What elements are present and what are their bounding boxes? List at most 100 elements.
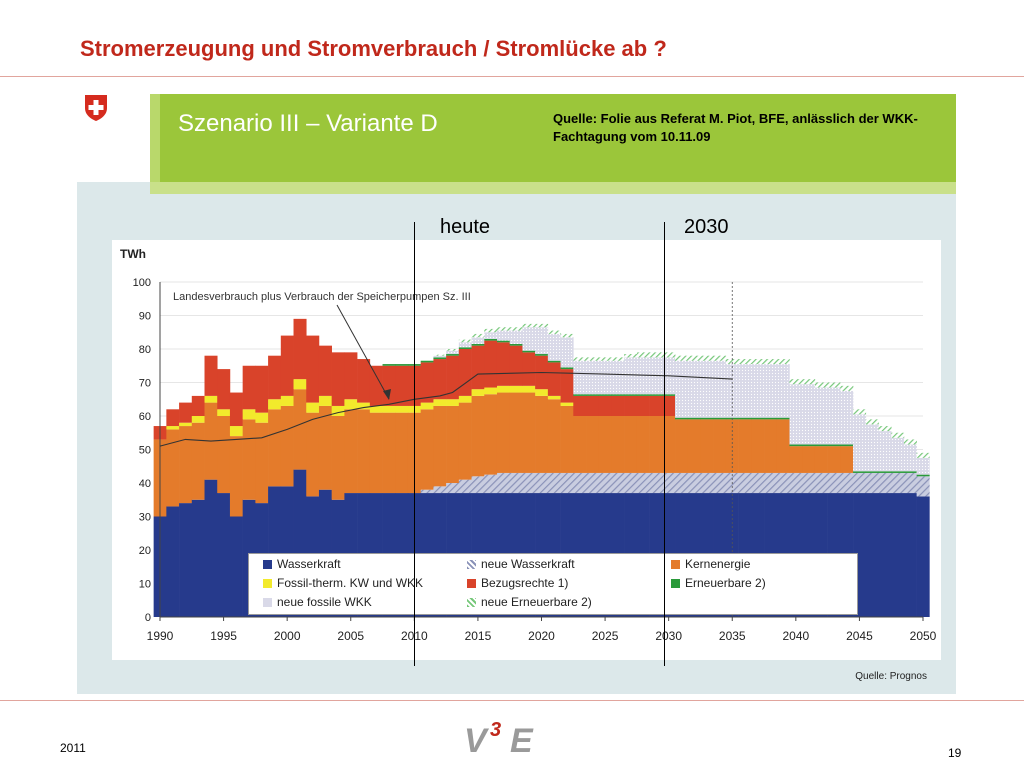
y-axis-unit-label: TWh: [120, 247, 146, 261]
bar-segment-kernenergie: [229, 436, 243, 517]
bar-segment-neue-fossile: [458, 342, 472, 348]
marker-heute-label: heute: [440, 216, 491, 238]
y-tick-label: 50: [139, 445, 151, 457]
bar-segment-neue-fossile: [509, 330, 523, 344]
footer-divider: [0, 700, 1024, 701]
bar-segment-neue-wasserkraft: [547, 472, 561, 494]
bar-segment-neue-erneuerbare: [675, 355, 689, 361]
bar-segment-bezugsrechte: [204, 355, 218, 396]
bar-segment-fossil: [357, 402, 371, 410]
bar-segment-kernenergie: [713, 419, 727, 473]
bar-segment-erneuerbare: [891, 471, 905, 473]
legend-item-wasserkraft: Wasserkraft: [263, 557, 341, 571]
bar-segment-bezugsrechte: [598, 395, 612, 416]
bar-segment-neue-erneuerbare: [535, 323, 549, 328]
bar-segment-erneuerbare: [446, 354, 460, 356]
svg-text:V: V: [464, 722, 490, 758]
bar-segment-kernenergie: [268, 409, 282, 487]
bar-segment-kernenergie: [166, 429, 180, 507]
bar-segment-neue-erneuerbare: [891, 432, 905, 438]
annotation-text: Landesverbrauch plus Verbrauch der Speic…: [173, 291, 471, 303]
bar-segment-erneuerbare: [738, 417, 752, 420]
bar-segment-neue-wasserkraft: [522, 472, 536, 494]
bar-segment-neue-wasserkraft: [509, 472, 523, 494]
bar-segment-kernenergie: [764, 419, 778, 473]
legend-swatch: [263, 578, 272, 588]
bar-segment-kernenergie: [738, 419, 752, 473]
x-tick-label: 2000: [274, 629, 301, 643]
bar-segment-bezugsrechte: [318, 345, 332, 396]
svg-text:E: E: [510, 722, 534, 758]
bar-segment-neue-erneuerbare: [916, 452, 930, 458]
bar-segment-bezugsrechte: [522, 352, 536, 386]
bar-segment-erneuerbare: [522, 350, 536, 353]
legend-label: neue fossile WKK: [277, 595, 372, 609]
bar-segment-bezugsrechte: [586, 395, 600, 416]
bar-segment-erneuerbare: [827, 444, 841, 447]
bar-segment-neue-wasserkraft: [560, 472, 574, 494]
bar-segment-neue-erneuerbare: [547, 330, 561, 334]
x-tick-label: 1995: [210, 629, 237, 643]
legend-item-bezugsrechte: Bezugsrechte 1): [467, 576, 568, 590]
legend-swatch: [263, 597, 272, 607]
bar-segment-bezugsrechte: [624, 395, 638, 416]
bar-segment-kernenergie: [560, 405, 574, 473]
bar-segment-neue-erneuerbare: [802, 379, 816, 385]
y-tick-label: 40: [139, 478, 151, 490]
bar-segment-neue-wasserkraft: [878, 472, 892, 494]
bar-segment-neue-erneuerbare: [611, 357, 625, 361]
bar-segment-neue-fossile: [522, 327, 536, 351]
bar-segment-kernenergie: [382, 412, 396, 494]
bar-segment-neue-wasserkraft: [624, 472, 638, 494]
y-tick-label: 100: [133, 277, 151, 289]
legend-swatch: [671, 578, 680, 588]
bar-segment-neue-erneuerbare: [764, 359, 778, 365]
x-tick-label: 2015: [465, 629, 492, 643]
legend-item-neue-wasserkraft: neue Wasserkraft: [467, 557, 575, 571]
bar-segment-fossil: [217, 409, 231, 416]
bar-segment-neue-fossile: [764, 364, 778, 418]
bar-segment-fossil: [331, 405, 345, 416]
bar-segment-erneuerbare: [776, 417, 790, 420]
x-tick-label: 2035: [719, 629, 746, 643]
y-tick-label: 90: [139, 311, 151, 323]
bar-segment-neue-fossile: [865, 424, 879, 472]
bar-segment-kernenergie: [306, 412, 320, 497]
bar-segment-neue-fossile: [675, 360, 689, 418]
bar-segment-bezugsrechte: [191, 395, 205, 416]
legend-label: neue Wasserkraft: [481, 557, 575, 571]
svg-text:3: 3: [490, 719, 501, 741]
bar-segment-fossil: [255, 412, 269, 423]
bar-segment-neue-erneuerbare: [738, 359, 752, 365]
legend-item-neue-erneuerbare: neue Erneuerbare 2): [467, 595, 592, 609]
legend-label: Fossil-therm. KW und WKK: [277, 576, 424, 590]
bar-segment-neue-erneuerbare: [458, 339, 472, 343]
bar-segment-fossil: [496, 385, 511, 393]
legend-label: Bezugsrechte 1): [481, 576, 569, 590]
bar-segment-kernenergie: [395, 412, 409, 494]
bar-segment-neue-wasserkraft: [713, 472, 727, 494]
bar-segment-neue-wasserkraft: [636, 472, 650, 494]
x-tick-label: 2005: [337, 629, 364, 643]
bar-segment-neue-erneuerbare: [433, 354, 447, 356]
x-tick-label: 2025: [592, 629, 619, 643]
bar-segment-erneuerbare: [789, 444, 803, 447]
bar-segment-bezugsrechte: [611, 395, 625, 416]
bar-segment-kernenergie: [535, 395, 549, 473]
legend-swatch: [467, 578, 476, 588]
bar-segment-bezugsrechte: [306, 335, 320, 403]
slide-title: Stromerzeugung und Stromverbrauch / Stro…: [80, 36, 667, 61]
bar-segment-bezugsrechte: [458, 349, 472, 396]
bar-segment-neue-erneuerbare: [751, 359, 765, 365]
legend-item-neue-fossile: neue fossile WKK: [263, 595, 372, 609]
bar-segment-kernenergie: [611, 416, 625, 473]
bar-segment-fossil: [344, 399, 358, 410]
legend-swatch: [467, 597, 476, 607]
bar-segment-fossil: [458, 395, 472, 403]
bar-segment-neue-erneuerbare: [496, 327, 511, 331]
bar-segment-neue-erneuerbare: [586, 357, 600, 361]
bar-segment-erneuerbare: [471, 343, 485, 346]
bar-segment-bezugsrechte: [331, 352, 345, 406]
bar-segment-neue-wasserkraft: [687, 472, 701, 494]
bar-segment-kernenergie: [179, 426, 193, 504]
